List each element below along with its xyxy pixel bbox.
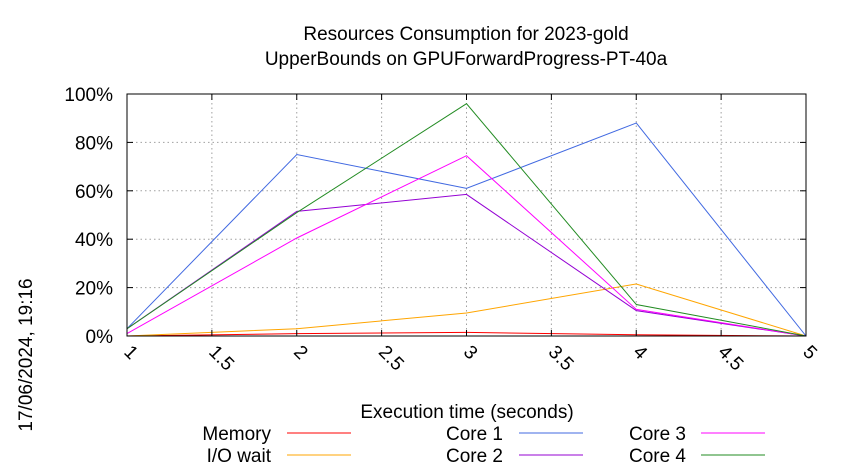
x-axis-label: Execution time (seconds) bbox=[360, 402, 573, 423]
y-tick-label: 60% bbox=[75, 182, 113, 203]
x-axis: 1 1.5 2 2.5 3 3.5 4 4.5 5 bbox=[119, 94, 821, 376]
legend-label: Core 1 bbox=[446, 424, 503, 445]
series-line-core-2 bbox=[126, 193, 807, 337]
grid bbox=[126, 93, 807, 337]
chart-subtitle: UpperBounds on GPUForwardProgress-PT-40a bbox=[265, 49, 668, 70]
legend-label: Memory bbox=[202, 424, 271, 445]
series-line-i-o-wait bbox=[126, 283, 807, 337]
chart-title: Resources Consumption for 2023-gold bbox=[303, 24, 628, 45]
timestamp: 17/06/2024, 19:16 bbox=[16, 278, 37, 431]
x-tick-label: 3.5 bbox=[544, 342, 578, 376]
series-line-core-4 bbox=[126, 103, 807, 337]
x-tick-label: 2 bbox=[289, 342, 311, 364]
x-tick-label: 4 bbox=[629, 342, 652, 365]
legend-label: Core 3 bbox=[629, 424, 686, 445]
legend-label: I/O wait bbox=[207, 446, 272, 467]
y-tick-label: 20% bbox=[75, 279, 113, 300]
y-axis: 0% 20% 40% 60% 80% 100% bbox=[64, 85, 806, 348]
x-tick-label: 5 bbox=[798, 342, 820, 364]
y-tick-label: 80% bbox=[75, 133, 113, 154]
x-tick-label: 1.5 bbox=[204, 342, 238, 376]
series-line-core-1 bbox=[126, 122, 807, 337]
series-line-core-3 bbox=[126, 155, 807, 337]
x-tick-label: 4.5 bbox=[714, 342, 748, 376]
x-tick-label: 3 bbox=[459, 342, 481, 364]
y-tick-label: 100% bbox=[64, 85, 113, 106]
x-tick-label: 1 bbox=[119, 342, 141, 364]
x-tick-label: 2.5 bbox=[374, 342, 408, 376]
legend-label: Core 2 bbox=[446, 446, 503, 467]
y-tick-label: 0% bbox=[86, 327, 114, 348]
y-tick-label: 40% bbox=[75, 230, 113, 251]
legend-label: Core 4 bbox=[629, 446, 686, 467]
